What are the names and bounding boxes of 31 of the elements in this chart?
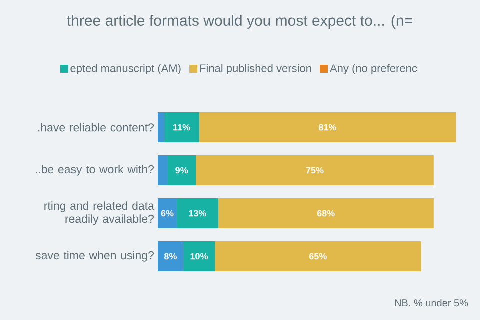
data-label: 13% (189, 210, 206, 217)
chart-title: three article formats would you most expect to... (n= (67, 15, 412, 29)
bar (158, 155, 168, 186)
bar (158, 198, 178, 228)
bar (215, 241, 422, 272)
data-label: 6% (161, 210, 174, 217)
legend-label: Final published version (200, 64, 312, 75)
bar (183, 241, 216, 272)
data-label: 9% (176, 167, 188, 174)
data-label: 75% (306, 167, 324, 174)
y-tick-label: rting and related data readily available? (44, 202, 154, 226)
legend-label: epted manuscript (AM) (70, 64, 181, 75)
bar (158, 241, 184, 272)
text: NB. % under 5% (395, 299, 468, 307)
data-label: 8% (164, 253, 177, 260)
y-tick-label: .have reliable content? (38, 123, 154, 132)
data-label: 81% (318, 124, 336, 131)
bar (158, 112, 164, 142)
y-tick-label: ..be easy to work with? (36, 165, 154, 176)
y-tick-label: save time when using? (36, 251, 154, 262)
data-label: 65% (309, 253, 327, 260)
bar (218, 198, 434, 228)
data-label: 10% (190, 253, 208, 260)
data-label: 68% (317, 210, 335, 217)
bar (177, 198, 218, 228)
bar (164, 112, 200, 142)
data-label: 11% (174, 124, 190, 131)
legend-label: Any (no preferenc (330, 64, 418, 75)
bar (199, 112, 456, 142)
bar (196, 155, 434, 186)
bar (168, 155, 196, 186)
